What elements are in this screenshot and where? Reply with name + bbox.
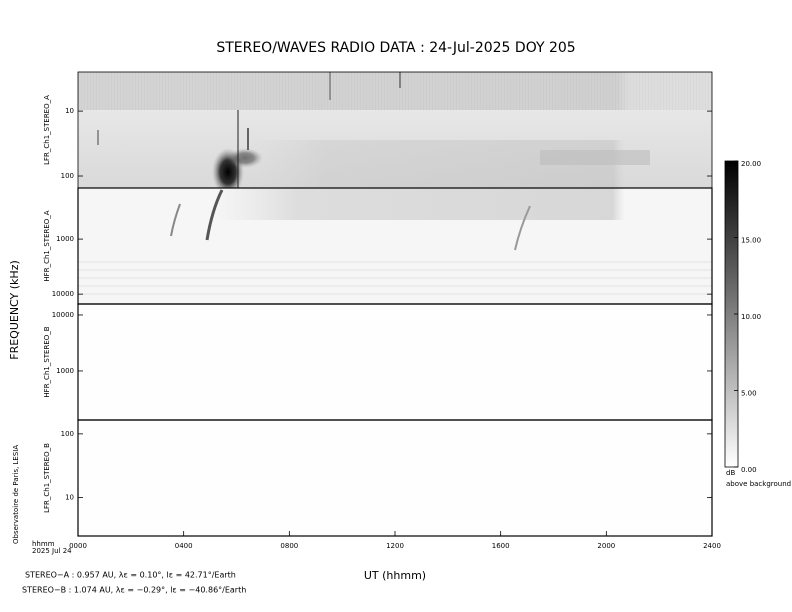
y-tick-label: 10000 xyxy=(52,311,74,319)
x-tick-label: 2400 xyxy=(703,542,721,550)
colorbar-sublabel: above background xyxy=(726,480,791,488)
y-tick-label: 100 xyxy=(61,172,74,180)
colorbar-tick-label: 5.00 xyxy=(741,390,757,398)
y-tick-label: 100 xyxy=(61,430,74,438)
credit: Observatoire de Paris, LESIA xyxy=(12,445,20,544)
colorbar-tick-label: 20.00 xyxy=(741,160,761,168)
radio-burst xyxy=(227,148,263,168)
y-tick-label: 10 xyxy=(65,494,74,502)
panel-label: HFR_Ch1_STEREO_B xyxy=(43,326,51,397)
x-tick-label: 1600 xyxy=(492,542,510,550)
x-tick-label: 1200 xyxy=(386,542,404,550)
colorbar-tick-label: 0.00 xyxy=(741,466,757,474)
x-axis-label: UT (hhmm) xyxy=(364,569,426,582)
haze xyxy=(215,188,625,220)
noise-band xyxy=(78,72,712,110)
footer-line: STEREO−A : 0.957 AU, λε = 0.10°, lε = 42… xyxy=(25,571,236,580)
colorbar-tick-label: 10.00 xyxy=(741,313,761,321)
colorbar-tick-label: 15.00 xyxy=(741,237,761,245)
haze xyxy=(540,150,650,165)
time-label: hhmm xyxy=(32,540,55,548)
footer-line: STEREO−B : 1.074 AU, λε = −0.29°, lε = −… xyxy=(22,586,246,595)
panel-label: LFR_Ch1_STEREO_B xyxy=(43,443,51,513)
x-tick-label: 2000 xyxy=(597,542,615,550)
y-tick-label: 1000 xyxy=(56,235,74,243)
y-axis-label: FREQUENCY (kHz) xyxy=(8,260,21,360)
burst-drift xyxy=(170,203,181,237)
panel-label: LFR_Ch1_STEREO_A xyxy=(43,95,51,165)
x-tick-label: 0000 xyxy=(69,542,87,550)
y-tick-label: 10000 xyxy=(52,290,74,298)
date-label: 2025 Jul 24 xyxy=(32,547,72,555)
y-tick-label: 1000 xyxy=(56,367,74,375)
x-tick-label: 0800 xyxy=(280,542,298,550)
panel-label: HFR_Ch1_STEREO_A xyxy=(43,210,51,281)
x-tick-label: 0400 xyxy=(175,542,193,550)
burst-drift xyxy=(205,189,224,241)
interference-lines xyxy=(78,261,712,295)
burst-drift xyxy=(514,205,531,251)
colorbar-label: dB xyxy=(726,469,735,477)
y-tick-label: 10 xyxy=(65,107,74,115)
chart-title: STEREO/WAVES RADIO DATA : 24-Jul-2025 DO… xyxy=(216,40,575,56)
